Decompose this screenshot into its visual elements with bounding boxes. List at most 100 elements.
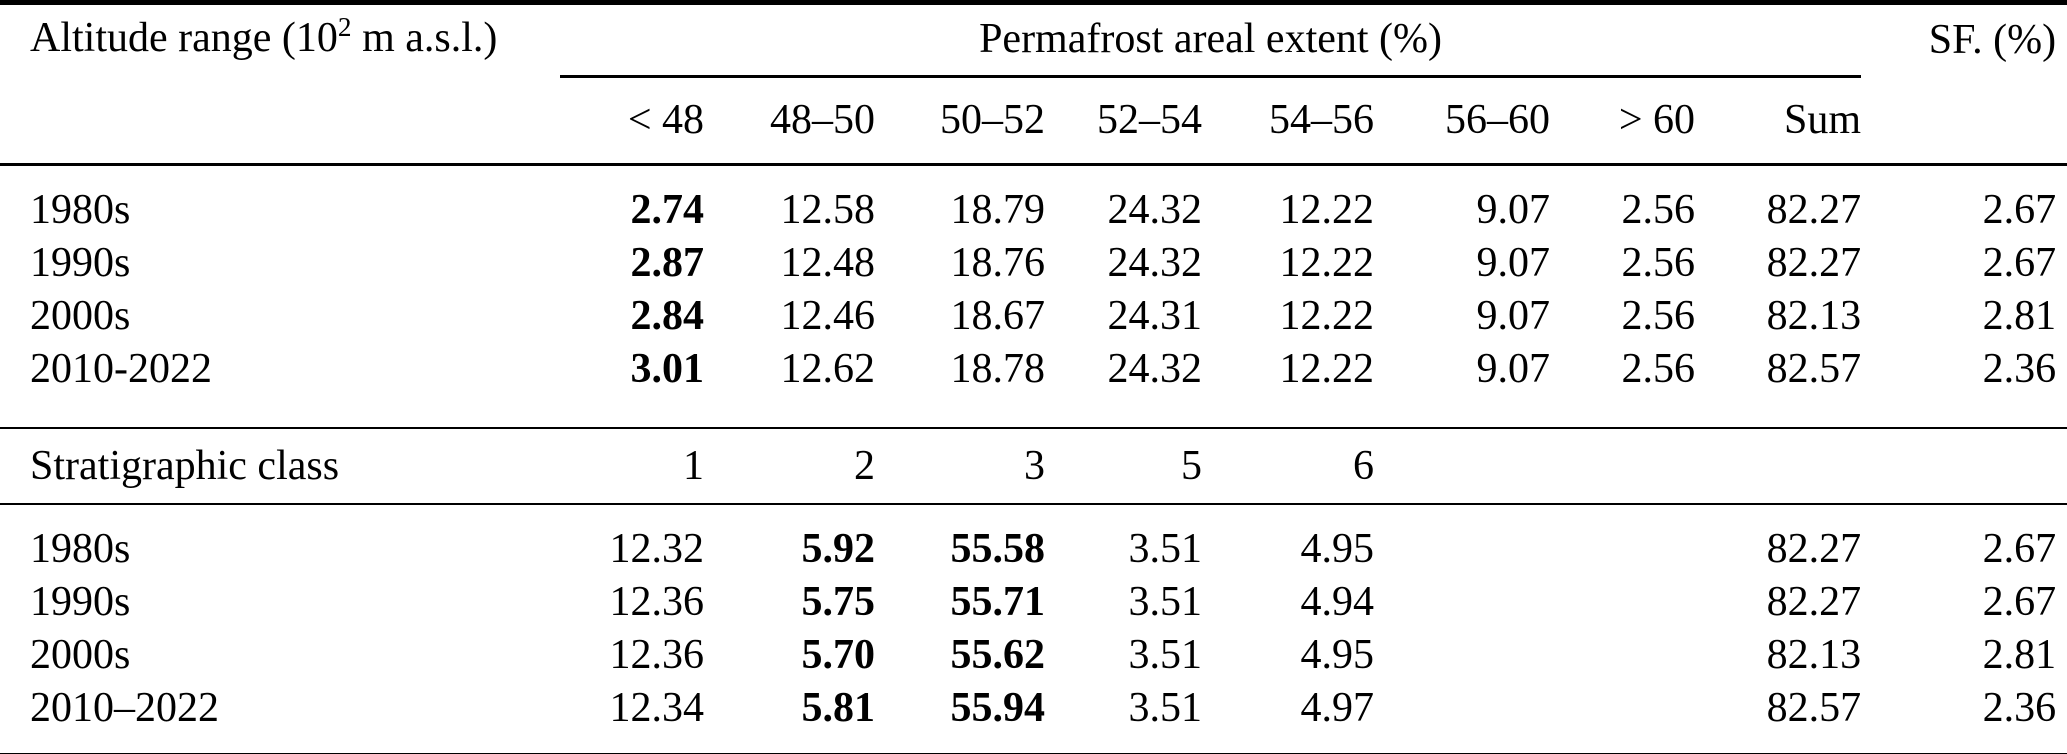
table-row: 1980s 12.32 5.92 55.58 3.51 4.95 82.27 2.67 bbox=[0, 504, 2067, 576]
table-cell: 82.13 bbox=[1766, 292, 1862, 339]
row-label: 2000s bbox=[30, 292, 131, 339]
table-cell: 12.22 bbox=[1279, 239, 1375, 286]
table-cell: 2.56 bbox=[1621, 239, 1696, 286]
col-header-sum: Sum bbox=[1695, 76, 1862, 166]
table-cell: 12.36 bbox=[609, 578, 705, 625]
row-label: 1990s bbox=[30, 239, 131, 286]
table-cell: 3.51 bbox=[1128, 684, 1203, 731]
table-cell: 2 bbox=[854, 442, 875, 489]
table-row: 2000s 2.84 12.46 18.67 24.31 12.22 9.07 2.56 82.… bbox=[0, 290, 2067, 343]
row-label: 1980s bbox=[30, 186, 131, 233]
table-cell: 24.32 bbox=[1107, 186, 1203, 233]
table-cell: 55.62 bbox=[950, 631, 1046, 678]
table-cell: 18.79 bbox=[950, 186, 1046, 233]
table-cell: 2.67 bbox=[1982, 186, 2057, 233]
table-cell bbox=[1374, 576, 1550, 629]
col-header-gt-60: > 60 bbox=[1550, 76, 1695, 166]
altitude-exponent: 2 bbox=[337, 12, 352, 42]
table-cell bbox=[1550, 629, 1695, 682]
table-cell: 82.27 bbox=[1766, 186, 1862, 233]
table-cell bbox=[1550, 576, 1695, 629]
table-cell: 12.46 bbox=[780, 292, 876, 339]
table-cell: 3 bbox=[1024, 442, 1045, 489]
row-label: 1990s bbox=[30, 578, 131, 625]
table-cell: 12.58 bbox=[780, 186, 876, 233]
table-cell bbox=[1550, 504, 1695, 576]
sf-header: SF. (%) bbox=[1928, 17, 2057, 63]
table-cell: 12.48 bbox=[780, 239, 876, 286]
altitude-range-text: Altitude range (10 bbox=[30, 15, 338, 61]
table-cell bbox=[1861, 428, 2067, 504]
table-cell: 2.56 bbox=[1621, 186, 1696, 233]
table-cell: 9.07 bbox=[1476, 239, 1551, 286]
table-row: 1990s 12.36 5.75 55.71 3.51 4.94 82.27 2.67 bbox=[0, 576, 2067, 629]
table-cell: 2.84 bbox=[630, 292, 705, 339]
table-row: 2010–2022 12.34 5.81 55.94 3.51 4.97 82.57 2.36 bbox=[0, 682, 2067, 754]
table-cell: 6 bbox=[1353, 442, 1374, 489]
permafrost-group-header: Permafrost areal extent (%) bbox=[560, 2, 1862, 78]
table-cell: 2.67 bbox=[1982, 239, 2057, 286]
table-cell: 82.13 bbox=[1766, 631, 1862, 678]
table-cell: 4.94 bbox=[1300, 578, 1375, 625]
table-cell: 1 bbox=[683, 442, 704, 489]
altitude-range-unit: m a.s.l.) bbox=[351, 15, 498, 61]
table-cell: 3.51 bbox=[1128, 578, 1203, 625]
table-cell: 2.87 bbox=[630, 239, 705, 286]
row-label: Stratigraphic class bbox=[30, 442, 340, 489]
table-cell: 4.97 bbox=[1300, 684, 1375, 731]
col-header-54-56: 54–56 bbox=[1202, 76, 1374, 166]
table-cell: 18.67 bbox=[950, 292, 1046, 339]
row-label: 1980s bbox=[30, 525, 131, 572]
table-row: 2010-2022 3.01 12.62 18.78 24.32 12.22 9.07 2.5… bbox=[0, 343, 2067, 428]
table-cell: 82.57 bbox=[1766, 684, 1862, 731]
row-label: 2000s bbox=[30, 631, 131, 678]
table-cell: 24.32 bbox=[1107, 239, 1203, 286]
table-cell: 2.56 bbox=[1621, 292, 1696, 339]
table-cell: 4.95 bbox=[1300, 631, 1375, 678]
table-cell: 24.32 bbox=[1107, 345, 1203, 392]
table-cell: 3.51 bbox=[1128, 525, 1203, 572]
table-cell: 5 bbox=[1181, 442, 1202, 489]
col-header-50-52: 50–52 bbox=[875, 76, 1045, 166]
col-header-56-60: 56–60 bbox=[1374, 76, 1550, 166]
stratigraphic-class-row-block: Stratigraphic class 1 2 3 5 6 bbox=[0, 428, 2067, 504]
header-row-1: Altitude range (102 m a.s.l.) Permafrost… bbox=[0, 2, 2067, 78]
table-cell: 9.07 bbox=[1476, 345, 1551, 392]
table-cell: 2.81 bbox=[1982, 292, 2057, 339]
table-cell: 12.22 bbox=[1279, 186, 1375, 233]
table-cell: 18.78 bbox=[950, 345, 1046, 392]
table-cell: 3.51 bbox=[1128, 631, 1203, 678]
table-cell: 3.01 bbox=[630, 345, 705, 392]
table-header: Altitude range (102 m a.s.l.) Permafrost… bbox=[0, 2, 2067, 166]
table-cell: 18.76 bbox=[950, 239, 1046, 286]
table-cell: 2.56 bbox=[1621, 345, 1696, 392]
table-cell bbox=[1374, 629, 1550, 682]
table-cell: 2.67 bbox=[1982, 578, 2057, 625]
altitude-range-block: 1980s 2.74 12.58 18.79 24.32 12.22 9.07 2.56 82.… bbox=[0, 164, 2067, 428]
table-cell: 55.58 bbox=[950, 525, 1046, 572]
table-cell: 12.62 bbox=[780, 345, 876, 392]
table-cell: 12.32 bbox=[609, 525, 705, 572]
table-cell bbox=[1374, 504, 1550, 576]
table-cell: 9.07 bbox=[1476, 292, 1551, 339]
table-cell: 5.70 bbox=[801, 631, 876, 678]
empty-subheader-cell bbox=[0, 76, 560, 166]
col-header-lt-48: < 48 bbox=[560, 76, 704, 166]
table-row: 2000s 12.36 5.70 55.62 3.51 4.95 82.13 2.81 bbox=[0, 629, 2067, 682]
table-cell: 55.94 bbox=[950, 684, 1046, 731]
col-header-52-54: 52–54 bbox=[1045, 76, 1202, 166]
table-cell: 9.07 bbox=[1476, 186, 1551, 233]
table-cell: 82.27 bbox=[1766, 578, 1862, 625]
table-cell: 55.71 bbox=[950, 578, 1046, 625]
table-cell: 12.34 bbox=[609, 684, 705, 731]
table-cell: 5.92 bbox=[801, 525, 876, 572]
header-row-2: < 48 48–50 50–52 52–54 54–56 56–60 > 60 … bbox=[0, 76, 2067, 166]
table-cell: 12.22 bbox=[1279, 345, 1375, 392]
row-label: 2010–2022 bbox=[30, 684, 219, 731]
table-cell: 12.22 bbox=[1279, 292, 1375, 339]
table-row: Stratigraphic class 1 2 3 5 6 bbox=[0, 428, 2067, 504]
table-cell: 2.36 bbox=[1982, 345, 2057, 392]
row-label: 2010-2022 bbox=[30, 345, 212, 392]
col-header-48-50: 48–50 bbox=[704, 76, 875, 166]
